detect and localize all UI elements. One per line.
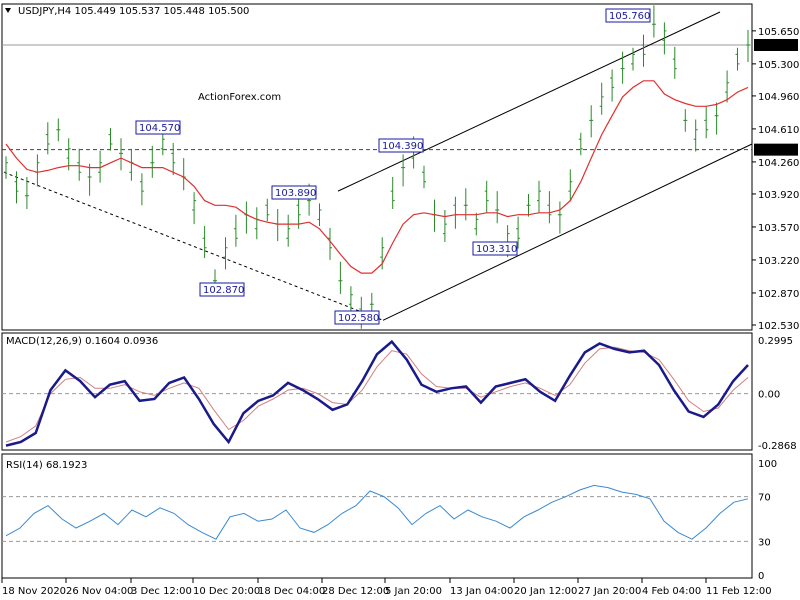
macd-title: MACD(12,26,9) 0.1604 0.0936 bbox=[6, 336, 158, 347]
y-tick-label: 104.610 bbox=[758, 125, 799, 136]
price-annotation: 102.870 bbox=[203, 285, 244, 296]
watermark: ActionForex.com bbox=[198, 92, 281, 103]
level-price-label: 104.390 bbox=[756, 146, 797, 157]
price-annotation-box bbox=[378, 138, 424, 153]
channel-lower-line bbox=[382, 143, 753, 321]
chart-title: USDJPY,H4 105.449 105.537 105.448 105.50… bbox=[18, 6, 249, 17]
x-tick-label: 11 Feb 12:00 bbox=[706, 586, 772, 597]
y-tick-label: 103.570 bbox=[758, 223, 799, 234]
y-tick-label: 104.260 bbox=[758, 158, 799, 169]
price-annotation-box bbox=[334, 310, 380, 325]
x-tick-label: 20 Jan 12:00 bbox=[514, 586, 577, 597]
price-annotation-box bbox=[199, 282, 245, 297]
x-tick-label: 27 Jan 20:00 bbox=[578, 586, 641, 597]
x-tick-label: 18 Dec 04:00 bbox=[258, 586, 325, 597]
price-annotation-box bbox=[135, 120, 181, 135]
macd-y-tick-label: 0.00 bbox=[758, 390, 780, 401]
rsi-y-tick-label: 70 bbox=[758, 493, 771, 504]
x-tick-label: 13 Jan 04:00 bbox=[450, 586, 513, 597]
x-tick-label: 3 Dec 12:00 bbox=[131, 586, 192, 597]
current-price-tag bbox=[754, 39, 798, 51]
price-annotation-box bbox=[605, 8, 651, 23]
falling-trend-line bbox=[3, 171, 384, 321]
moving-average-line bbox=[5, 80, 749, 274]
y-tick-label: 103.920 bbox=[758, 190, 799, 201]
x-tick-label: 4 Feb 04:00 bbox=[642, 586, 701, 597]
macd-y-tick-label: -0.2868 bbox=[758, 441, 797, 452]
pane-toggle-icon bbox=[5, 8, 11, 13]
y-tick-label: 103.220 bbox=[758, 256, 799, 267]
rsi-y-tick-label: 0 bbox=[758, 571, 764, 582]
y-tick-label: 102.530 bbox=[758, 321, 799, 332]
current-price-label: 105.500 bbox=[756, 41, 797, 52]
x-tick-label: 10 Dec 20:00 bbox=[193, 586, 260, 597]
price-annotation: 103.310 bbox=[476, 244, 517, 255]
rsi-y-tick-label: 100 bbox=[758, 459, 777, 470]
pane-frame bbox=[1, 453, 753, 579]
macd-line bbox=[5, 339, 749, 447]
rsi-title: RSI(14) 68.1923 bbox=[6, 460, 87, 471]
price-annotation: 105.760 bbox=[609, 11, 650, 22]
price-annotation: 104.570 bbox=[139, 123, 180, 134]
price-annotation-box bbox=[472, 241, 518, 256]
rsi-y-tick-label: 30 bbox=[758, 537, 771, 548]
rsi-line bbox=[5, 484, 749, 540]
y-tick-label: 105.650 bbox=[758, 27, 799, 38]
level-price-tag bbox=[754, 143, 798, 156]
price-annotation: 102.580 bbox=[338, 313, 379, 324]
macd-y-tick-label: 0.2995 bbox=[758, 336, 793, 347]
x-tick-label: 5 Jan 20:00 bbox=[385, 586, 442, 597]
y-tick-label: 104.960 bbox=[758, 92, 799, 103]
x-tick-label: 28 Dec 12:00 bbox=[322, 586, 389, 597]
price-bars bbox=[4, 5, 750, 329]
y-tick-label: 102.870 bbox=[758, 289, 799, 300]
pane-frame bbox=[1, 3, 753, 331]
price-annotation-box bbox=[271, 185, 317, 200]
y-tick-label: 105.300 bbox=[758, 60, 799, 71]
channel-upper-line bbox=[337, 11, 721, 192]
price-annotation: 103.890 bbox=[275, 188, 316, 199]
x-tick-label: 26 Nov 04:00 bbox=[66, 586, 133, 597]
x-tick-label: 18 Nov 2020 bbox=[2, 586, 66, 597]
price-annotation: 104.390 bbox=[382, 141, 423, 152]
